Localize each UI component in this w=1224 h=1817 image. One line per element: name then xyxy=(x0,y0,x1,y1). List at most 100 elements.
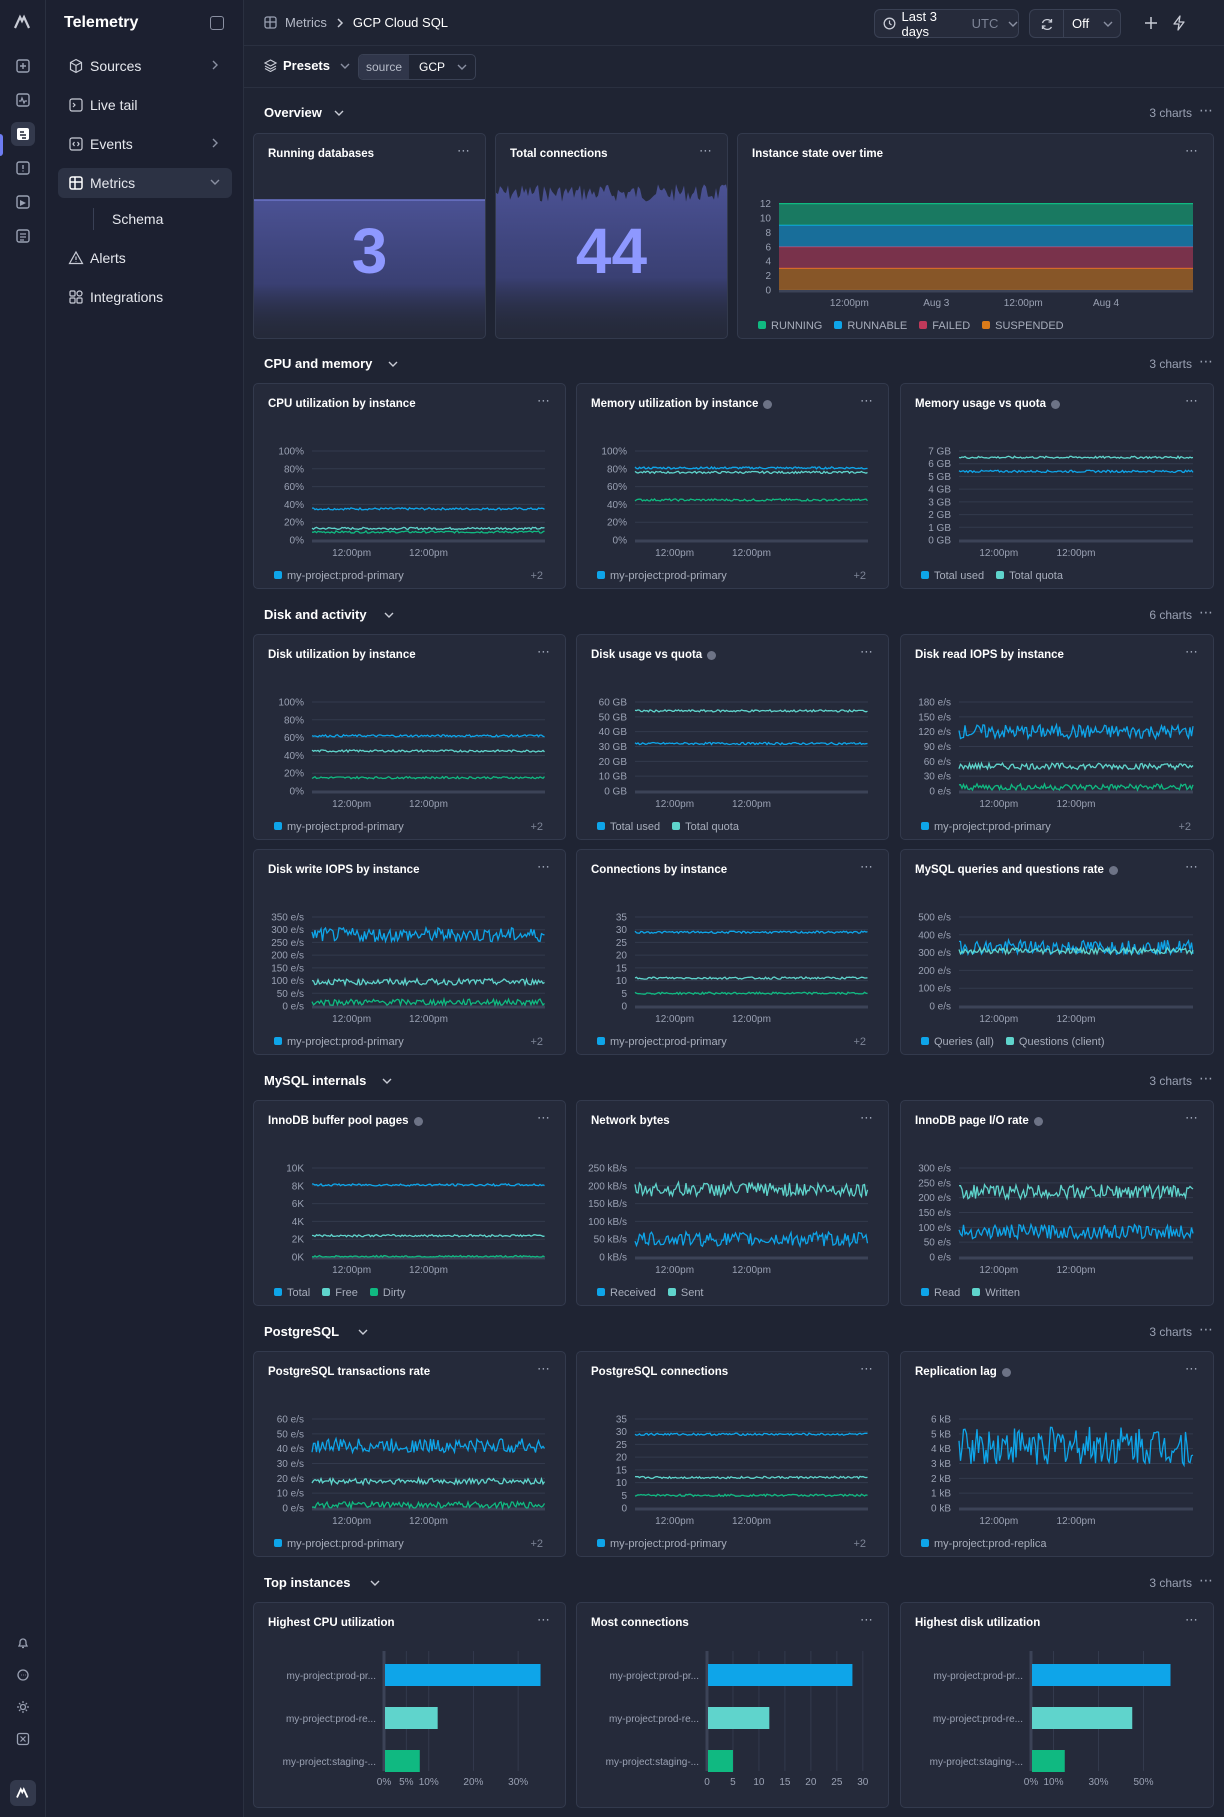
apps-icon[interactable] xyxy=(11,1727,35,1751)
legend-item[interactable]: Dirty xyxy=(369,1287,405,1299)
legend-more-count[interactable]: +2 xyxy=(853,1036,866,1048)
chat-icon[interactable] xyxy=(11,1663,35,1687)
legend-more-count[interactable]: +2 xyxy=(530,1538,543,1550)
bar[interactable] xyxy=(708,1750,733,1772)
theme-icon[interactable] xyxy=(11,1695,35,1719)
chart-menu-icon[interactable]: ⋯ xyxy=(537,1361,551,1376)
section-postgresql[interactable]: PostgreSQL 3 charts ⋯ xyxy=(264,1317,1214,1347)
chart-menu-icon[interactable]: ⋯ xyxy=(860,1612,874,1627)
legend-item[interactable]: Total xyxy=(274,1287,310,1299)
legend-item[interactable]: SUSPENDED xyxy=(982,320,1064,332)
source-filter[interactable]: source GCP xyxy=(358,54,477,80)
card-menu-icon[interactable]: ⋯ xyxy=(699,143,713,158)
legend-item[interactable]: my-project:prod-primary xyxy=(921,821,1051,833)
sidebar-item-live-tail[interactable]: Live tail xyxy=(58,90,232,120)
info-icon[interactable] xyxy=(1033,1116,1043,1126)
legend-more-count[interactable]: +2 xyxy=(853,1538,866,1550)
chart-menu-icon[interactable]: ⋯ xyxy=(1185,644,1199,659)
legend-item[interactable]: my-project:prod-primary xyxy=(274,1538,404,1550)
legend-item[interactable]: Questions (client) xyxy=(1005,1036,1105,1048)
chart-menu-icon[interactable]: ⋯ xyxy=(537,859,551,874)
auto-refresh-select[interactable]: Off xyxy=(1064,16,1113,31)
sidebar-item-sources[interactable]: Sources xyxy=(58,51,232,81)
legend-item[interactable]: my-project:prod-primary xyxy=(274,821,404,833)
legend-item[interactable]: Written xyxy=(972,1287,1020,1299)
section-mysql-internals[interactable]: MySQL internals 3 charts ⋯ xyxy=(264,1066,1214,1096)
info-icon[interactable] xyxy=(1108,865,1118,875)
info-icon[interactable] xyxy=(707,650,717,660)
legend-item[interactable]: my-project:prod-replica xyxy=(921,1538,1046,1550)
legend-item[interactable]: Queries (all) xyxy=(921,1036,994,1048)
info-icon[interactable] xyxy=(413,1116,423,1126)
legend-item[interactable]: FAILED xyxy=(919,320,970,332)
legend-item[interactable]: RUNNABLE xyxy=(834,320,907,332)
legend-more-count[interactable]: +2 xyxy=(530,821,543,833)
chart-menu-icon[interactable]: ⋯ xyxy=(1185,1361,1199,1376)
collapse-sidebar-icon[interactable] xyxy=(210,16,224,30)
section-menu-icon[interactable]: ⋯ xyxy=(1199,1321,1214,1337)
bar[interactable] xyxy=(1032,1707,1133,1729)
legend-item[interactable]: my-project:prod-primary xyxy=(274,1036,404,1048)
bar[interactable] xyxy=(708,1707,770,1729)
section-menu-icon[interactable]: ⋯ xyxy=(1199,604,1214,620)
section-top-instances[interactable]: Top instances 3 charts ⋯ xyxy=(264,1568,1214,1598)
sidebar-item-metrics[interactable]: Metrics xyxy=(58,168,232,198)
info-icon[interactable] xyxy=(1001,1367,1011,1377)
bar[interactable] xyxy=(385,1664,541,1686)
logo-icon[interactable] xyxy=(11,10,35,34)
sidebar-item-events[interactable]: Events xyxy=(58,129,232,159)
bar[interactable] xyxy=(385,1750,420,1772)
presets-button[interactable]: Presets xyxy=(264,58,350,73)
refresh-button[interactable] xyxy=(1030,10,1064,37)
chart-menu-icon[interactable]: ⋯ xyxy=(860,859,874,874)
legend-more-count[interactable]: +2 xyxy=(530,570,543,582)
bar[interactable] xyxy=(708,1664,853,1686)
chart-menu-icon[interactable]: ⋯ xyxy=(537,1612,551,1627)
legend-more-count[interactable]: +2 xyxy=(530,1036,543,1048)
legend-item[interactable]: Total quota xyxy=(672,821,739,833)
legend-item[interactable]: Total used xyxy=(921,570,984,582)
sidebar-subitem-schema[interactable]: Schema xyxy=(93,208,232,230)
legend-item[interactable]: my-project:prod-primary xyxy=(274,570,404,582)
card-menu-icon[interactable]: ⋯ xyxy=(457,143,471,158)
sidebar-item-integrations[interactable]: Integrations xyxy=(58,282,232,312)
legend-more-count[interactable]: +2 xyxy=(853,570,866,582)
chart-menu-icon[interactable]: ⋯ xyxy=(860,1361,874,1376)
bar[interactable] xyxy=(1032,1750,1065,1772)
chart-menu-icon[interactable]: ⋯ xyxy=(537,1110,551,1125)
bar[interactable] xyxy=(385,1707,438,1729)
chart-menu-icon[interactable]: ⋯ xyxy=(1185,393,1199,408)
add-icon[interactable] xyxy=(1144,16,1158,30)
chart-menu-icon[interactable]: ⋯ xyxy=(1185,1612,1199,1627)
legend-item[interactable]: Read xyxy=(921,1287,960,1299)
lightning-icon[interactable] xyxy=(1172,15,1186,31)
status-page-icon[interactable] xyxy=(11,190,35,214)
incidents-icon[interactable] xyxy=(11,156,35,180)
bar[interactable] xyxy=(1032,1664,1171,1686)
info-icon[interactable] xyxy=(763,399,773,409)
section-menu-icon[interactable]: ⋯ xyxy=(1199,1572,1214,1588)
legend-more-count[interactable]: +2 xyxy=(1178,821,1191,833)
section-cpu-memory[interactable]: CPU and memory 3 charts ⋯ xyxy=(264,349,1214,379)
legend-item[interactable]: Received xyxy=(597,1287,656,1299)
breadcrumb-metrics[interactable]: Metrics xyxy=(285,15,327,30)
chart-menu-icon[interactable]: ⋯ xyxy=(1185,143,1199,158)
section-overview[interactable]: Overview 3 charts ⋯ xyxy=(264,98,1214,128)
time-range-picker[interactable]: Last 3 days UTC xyxy=(874,9,1019,39)
section-menu-icon[interactable]: ⋯ xyxy=(1199,102,1214,118)
legend-item[interactable]: my-project:prod-primary xyxy=(597,1036,727,1048)
add-source-icon[interactable] xyxy=(11,54,35,78)
info-icon[interactable] xyxy=(1051,399,1061,409)
legend-item[interactable]: Free xyxy=(322,1287,358,1299)
workspace-avatar[interactable] xyxy=(10,1780,36,1806)
settings-list-icon[interactable] xyxy=(11,224,35,248)
chart-menu-icon[interactable]: ⋯ xyxy=(860,644,874,659)
activity-icon[interactable] xyxy=(11,88,35,112)
chart-menu-icon[interactable]: ⋯ xyxy=(537,393,551,408)
chart-menu-icon[interactable]: ⋯ xyxy=(1185,859,1199,874)
section-disk-activity[interactable]: Disk and activity 6 charts ⋯ xyxy=(264,600,1214,630)
telemetry-icon[interactable] xyxy=(11,122,35,146)
legend-item[interactable]: Total quota xyxy=(996,570,1063,582)
legend-item[interactable]: RUNNING xyxy=(758,320,822,332)
section-menu-icon[interactable]: ⋯ xyxy=(1199,1070,1214,1086)
